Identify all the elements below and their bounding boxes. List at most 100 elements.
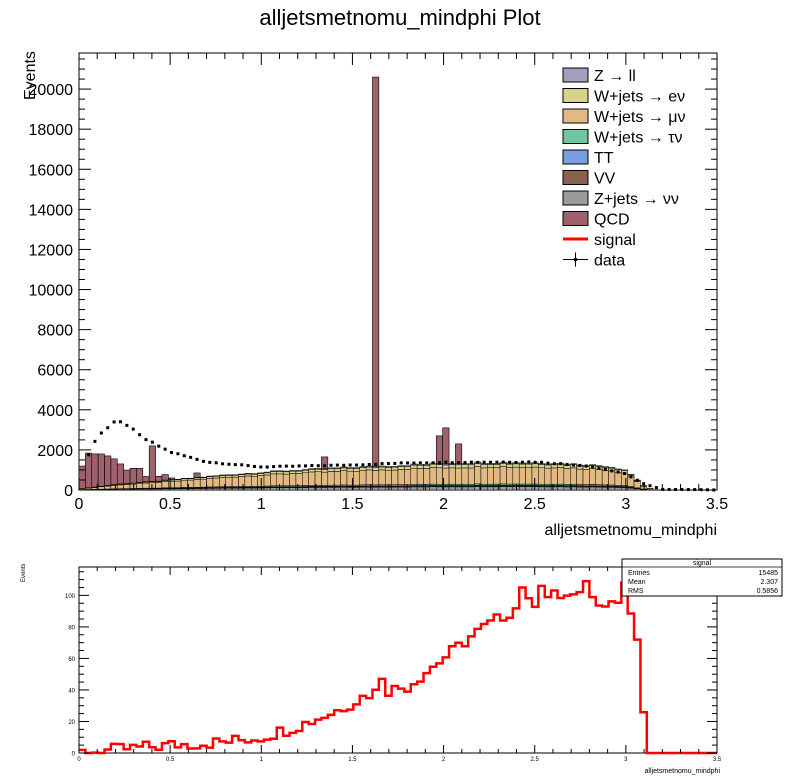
wmunu-bar <box>538 467 545 485</box>
x-tick-label: 2 <box>439 496 448 513</box>
znunu-bar <box>423 486 431 491</box>
zll-bar <box>608 467 616 469</box>
zll-bar <box>270 470 278 472</box>
legend-swatch-wtaunu <box>562 129 589 144</box>
zll-bar <box>397 465 405 467</box>
znunu-bar <box>461 486 469 491</box>
wmunu-bar <box>550 467 558 485</box>
znunu-bar <box>212 488 220 491</box>
y-tick-label: 10000 <box>29 283 74 300</box>
wmunu-bar <box>321 471 329 486</box>
znunu-bar <box>263 487 271 491</box>
wmunu-bar <box>97 486 105 490</box>
zll-bar <box>614 468 622 471</box>
data-point <box>578 463 582 467</box>
znunu-bar <box>621 487 628 491</box>
wenu-bar <box>378 466 386 471</box>
wmunu-bar <box>429 467 437 485</box>
data-point <box>278 464 282 468</box>
wmunu-bar <box>231 476 239 487</box>
zll-bar <box>231 474 239 476</box>
wmunu-bar <box>365 469 373 485</box>
data-point <box>482 460 486 464</box>
znunu-bar <box>416 486 424 491</box>
zll-bar <box>238 473 246 475</box>
data-point <box>399 461 403 465</box>
data-point <box>240 463 244 467</box>
zll-bar <box>378 465 386 468</box>
data-point <box>431 461 435 465</box>
wmunu-bar <box>480 467 488 485</box>
data-point <box>654 486 658 490</box>
qcd-bar <box>104 455 112 491</box>
wenu-bar <box>531 463 539 468</box>
bottom-x-tick-label: 3.5 <box>713 757 722 763</box>
data-point <box>425 461 429 465</box>
legend-label: W+jets → τν <box>594 130 683 147</box>
legend-label: VV <box>594 171 616 188</box>
data-point <box>189 455 193 459</box>
wmunu-bar <box>270 473 278 487</box>
data-point <box>699 488 703 492</box>
data-point <box>686 488 690 492</box>
znunu-bar <box>333 487 341 491</box>
zll-bar <box>423 464 431 466</box>
wenu-bar <box>493 464 501 468</box>
wmunu-bar <box>276 473 284 487</box>
znunu-bar <box>487 486 494 491</box>
znunu-bar <box>589 486 597 491</box>
zll-bar <box>627 474 635 476</box>
znunu-bar <box>270 487 278 491</box>
legend-swatch-vv <box>562 170 589 185</box>
wmunu-bar <box>378 469 386 485</box>
wenu-bar <box>397 466 405 470</box>
wmunu-bar <box>263 474 271 487</box>
data-point <box>106 426 110 430</box>
znunu-bar <box>353 487 360 491</box>
data-point <box>571 463 575 467</box>
zll-bar <box>601 466 609 468</box>
data-point <box>520 460 524 464</box>
y-tick-label: 8000 <box>37 323 73 340</box>
znunu-bar <box>289 487 297 491</box>
data-point <box>99 431 103 435</box>
data-point <box>463 461 467 465</box>
stats-box: signal Entries 15485 Mean 2.307 RMS 0.58… <box>621 558 783 597</box>
wenu-bar <box>238 474 246 477</box>
wenu-bar <box>225 475 233 478</box>
wmunu-bar <box>168 481 175 488</box>
data-point <box>597 466 601 470</box>
znunu-bar <box>493 486 501 491</box>
zll-bar <box>359 466 367 468</box>
data-point <box>182 454 186 458</box>
legend-label: W+jets → eν <box>594 89 685 106</box>
data-point <box>406 461 410 465</box>
wmunu-bar <box>225 476 233 487</box>
signal-series-line <box>79 579 717 755</box>
wenu-bar <box>327 468 335 472</box>
wmunu-bar <box>238 476 246 487</box>
top-panel: 0 2000 4000 6000 8000 10000 12000 14000 16000 180… <box>22 51 728 539</box>
wenu-bar <box>333 468 341 472</box>
data-point <box>284 464 288 468</box>
data-point <box>559 462 563 466</box>
stats-mean-value: 2.307 <box>760 579 778 586</box>
bottom-frame <box>78 566 718 754</box>
wenu-bar <box>442 464 450 469</box>
wmunu-bar <box>601 470 609 486</box>
znunu-bar <box>429 486 437 491</box>
znunu-bar <box>295 487 303 491</box>
wenu-bar <box>563 465 571 469</box>
x-tick-label: 0.5 <box>159 496 181 513</box>
zll-bar <box>467 463 475 466</box>
x-tick-label: 3 <box>621 496 630 513</box>
znunu-bar <box>557 486 565 491</box>
znunu-bar <box>480 486 488 491</box>
wenu-bar <box>346 468 354 472</box>
data-point <box>693 488 697 492</box>
y-tick-label: 14000 <box>29 202 74 219</box>
wmunu-bar <box>308 471 316 486</box>
data-point <box>584 464 588 468</box>
wmunu-bar <box>461 467 469 485</box>
